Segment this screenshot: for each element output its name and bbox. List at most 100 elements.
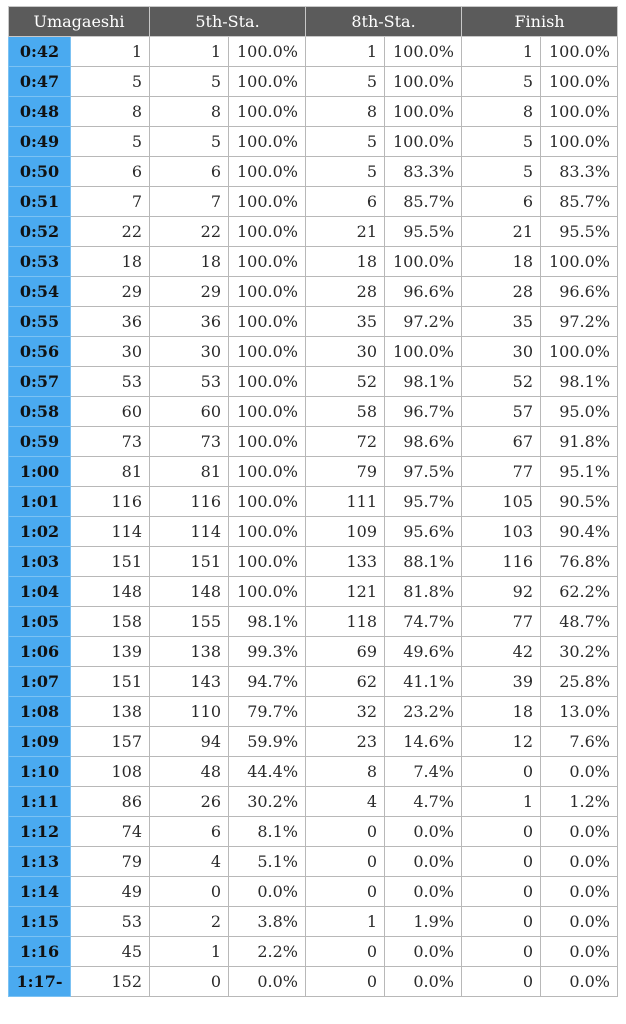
- station8-percent-cell: 81.8%: [384, 576, 463, 607]
- finish-percent-cell: 13.0%: [540, 696, 619, 727]
- station8-count-cell: 30: [305, 336, 386, 367]
- station5-percent-cell: 3.8%: [228, 906, 307, 937]
- station5-percent-cell: 100.0%: [228, 396, 307, 427]
- umagaeshi-time-cell: 1:13: [8, 846, 71, 877]
- station8-count-cell: 5: [305, 156, 386, 187]
- station5-percent-cell: 30.2%: [228, 786, 307, 817]
- station8-percent-cell: 83.3%: [384, 156, 463, 187]
- station8-count-cell: 72: [305, 426, 386, 457]
- umagaeshi-time-cell: 0:49: [8, 126, 71, 157]
- station5-percent-cell: 100.0%: [228, 276, 307, 307]
- umagaeshi-count-cell: 86: [69, 786, 151, 817]
- station8-count-cell: 58: [305, 396, 386, 427]
- umagaeshi-count-cell: 73: [69, 426, 151, 457]
- finish-count-cell: 0: [461, 756, 542, 787]
- station5-percent-cell: 59.9%: [228, 726, 307, 757]
- table-row: 0:52 22 22 100.0% 21 95.5% 21 95.5%: [8, 216, 619, 247]
- station5-count-cell: 6: [149, 816, 230, 847]
- station8-count-cell: 23: [305, 726, 386, 757]
- station8-percent-cell: 98.1%: [384, 366, 463, 397]
- table-row: 0:54 29 29 100.0% 28 96.6% 28 96.6%: [8, 276, 619, 307]
- umagaeshi-count-cell: 36: [69, 306, 151, 337]
- station5-percent-cell: 100.0%: [228, 366, 307, 397]
- station5-count-cell: 148: [149, 576, 230, 607]
- station8-count-cell: 0: [305, 936, 386, 967]
- station8-percent-cell: 95.7%: [384, 486, 463, 517]
- finish-percent-cell: 90.4%: [540, 516, 619, 547]
- table-row: 1:03 151 151 100.0% 133 88.1% 116 76.8%: [8, 546, 619, 577]
- umagaeshi-count-cell: 108: [69, 756, 151, 787]
- finish-count-cell: 0: [461, 876, 542, 907]
- finish-percent-cell: 100.0%: [540, 36, 619, 67]
- station8-percent-cell: 41.1%: [384, 666, 463, 697]
- finish-percent-cell: 95.5%: [540, 216, 619, 247]
- finish-count-cell: 67: [461, 426, 542, 457]
- station5-percent-cell: 44.4%: [228, 756, 307, 787]
- finish-percent-cell: 1.2%: [540, 786, 619, 817]
- umagaeshi-time-cell: 0:53: [8, 246, 71, 277]
- table-row: 1:02 114 114 100.0% 109 95.6% 103 90.4%: [8, 516, 619, 547]
- station8-percent-cell: 0.0%: [384, 876, 463, 907]
- station8-percent-cell: 88.1%: [384, 546, 463, 577]
- table-row: 0:53 18 18 100.0% 18 100.0% 18 100.0%: [8, 246, 619, 277]
- station8-count-cell: 5: [305, 66, 386, 97]
- station8-count-cell: 1: [305, 906, 386, 937]
- umagaeshi-time-cell: 1:02: [8, 516, 71, 547]
- station8-percent-cell: 96.6%: [384, 276, 463, 307]
- finish-count-cell: 12: [461, 726, 542, 757]
- station5-count-cell: 114: [149, 516, 230, 547]
- table-row: 1:07 151 143 94.7% 62 41.1% 39 25.8%: [8, 666, 619, 697]
- station5-count-cell: 116: [149, 486, 230, 517]
- umagaeshi-count-cell: 79: [69, 846, 151, 877]
- umagaeshi-count-cell: 5: [69, 126, 151, 157]
- station5-percent-cell: 100.0%: [228, 246, 307, 277]
- umagaeshi-count-cell: 151: [69, 666, 151, 697]
- station8-count-cell: 79: [305, 456, 386, 487]
- umagaeshi-time-cell: 0:42: [8, 36, 71, 67]
- finish-percent-cell: 95.0%: [540, 396, 619, 427]
- table-row: 1:14 49 0 0.0% 0 0.0% 0 0.0%: [8, 876, 619, 907]
- station5-percent-cell: 8.1%: [228, 816, 307, 847]
- table-row: 0:42 1 1 100.0% 1 100.0% 1 100.0%: [8, 36, 619, 67]
- station5-count-cell: 0: [149, 876, 230, 907]
- finish-percent-cell: 100.0%: [540, 336, 619, 367]
- umagaeshi-time-cell: 0:51: [8, 186, 71, 217]
- umagaeshi-time-cell: 1:08: [8, 696, 71, 727]
- table-row: 1:15 53 2 3.8% 1 1.9% 0 0.0%: [8, 906, 619, 937]
- umagaeshi-time-cell: 1:05: [8, 606, 71, 637]
- station8-count-cell: 0: [305, 846, 386, 877]
- finish-percent-cell: 97.2%: [540, 306, 619, 337]
- station8-percent-cell: 1.9%: [384, 906, 463, 937]
- finish-percent-cell: 7.6%: [540, 726, 619, 757]
- finish-count-cell: 116: [461, 546, 542, 577]
- table-row: 0:51 7 7 100.0% 6 85.7% 6 85.7%: [8, 186, 619, 217]
- station8-count-cell: 0: [305, 966, 386, 997]
- station5-count-cell: 81: [149, 456, 230, 487]
- umagaeshi-time-cell: 1:17-: [8, 966, 71, 997]
- finish-count-cell: 5: [461, 156, 542, 187]
- finish-percent-cell: 0.0%: [540, 756, 619, 787]
- station5-count-cell: 30: [149, 336, 230, 367]
- station8-percent-cell: 0.0%: [384, 816, 463, 847]
- header-5th-station: 5th-Sta.: [149, 6, 307, 37]
- station5-percent-cell: 100.0%: [228, 486, 307, 517]
- station8-percent-cell: 74.7%: [384, 606, 463, 637]
- station8-percent-cell: 100.0%: [384, 96, 463, 127]
- umagaeshi-count-cell: 8: [69, 96, 151, 127]
- umagaeshi-time-cell: 0:56: [8, 336, 71, 367]
- umagaeshi-time-cell: 0:57: [8, 366, 71, 397]
- umagaeshi-count-cell: 148: [69, 576, 151, 607]
- station8-percent-cell: 96.7%: [384, 396, 463, 427]
- finish-count-cell: 21: [461, 216, 542, 247]
- finish-count-cell: 0: [461, 906, 542, 937]
- umagaeshi-time-cell: 1:11: [8, 786, 71, 817]
- station5-percent-cell: 0.0%: [228, 876, 307, 907]
- station5-count-cell: 94: [149, 726, 230, 757]
- table-row: 1:04 148 148 100.0% 121 81.8% 92 62.2%: [8, 576, 619, 607]
- finish-count-cell: 5: [461, 126, 542, 157]
- table-row: 1:12 74 6 8.1% 0 0.0% 0 0.0%: [8, 816, 619, 847]
- station8-percent-cell: 0.0%: [384, 936, 463, 967]
- table-row: 1:11 86 26 30.2% 4 4.7% 1 1.2%: [8, 786, 619, 817]
- umagaeshi-count-cell: 151: [69, 546, 151, 577]
- station5-count-cell: 7: [149, 186, 230, 217]
